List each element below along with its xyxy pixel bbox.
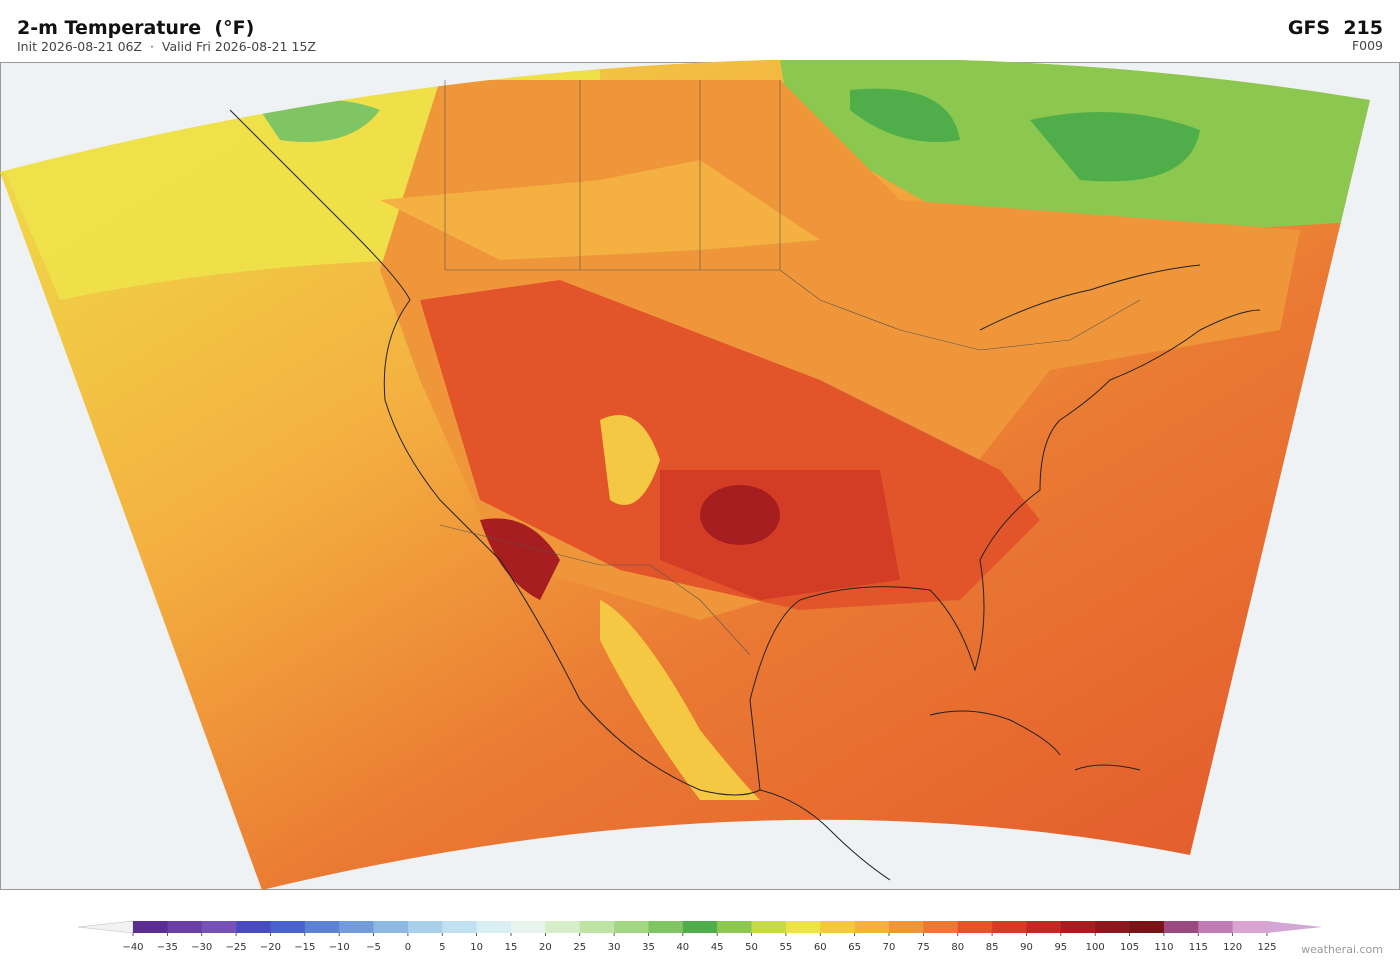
colorbar-tick-label: 10 [470, 942, 483, 953]
colorbar-bin [476, 921, 512, 933]
colorbar-tick-label: 55 [780, 942, 793, 953]
colorbar-bin [1026, 921, 1062, 933]
colorbar-tick-label: 90 [1020, 942, 1033, 953]
colorbar-bin [614, 921, 649, 933]
colorbar-bin [992, 921, 1027, 933]
colorbar: −40 −35 −30 −25 −20 −15 −10 −5 0 5 10 15 20 25 30 35 40 4… [77, 920, 1322, 953]
colorbar-bin [579, 921, 615, 933]
colorbar-bin [820, 921, 855, 933]
colorbar-tick-label: 120 [1223, 942, 1242, 953]
colorbar-bin [785, 921, 821, 933]
colorbar-bin [304, 921, 340, 933]
colorbar-bin [236, 921, 271, 933]
colorbar-bin [1060, 921, 1096, 933]
colorbar-bin [339, 921, 374, 933]
colorbar-bin [442, 921, 477, 933]
subtitle: Init 2026-08-21 06Z · Valid Fri 2026-08-… [17, 39, 316, 54]
colorbar-bin [1163, 921, 1199, 933]
colorbar-tick-label: 95 [1054, 942, 1067, 953]
colorbar-tick-label: 20 [539, 942, 552, 953]
colorbar-bin [270, 921, 306, 933]
colorbar-tick-label: −5 [366, 942, 381, 953]
colorbar-tick-label: 105 [1120, 942, 1139, 953]
colorbar-tick-label: 35 [642, 942, 655, 953]
temperature-field [0, 60, 1370, 890]
colorbar-bin [648, 921, 684, 933]
colorbar-tick-label: 125 [1257, 942, 1276, 953]
colorbar-bin [751, 921, 787, 933]
colorbar-bin [373, 921, 409, 933]
colorbar-tick-label: 70 [883, 942, 896, 953]
colorbar-bin [717, 921, 752, 933]
colorbar-tick-label: 110 [1154, 942, 1173, 953]
coastlines [229, 109, 1261, 881]
colorbar-bin [682, 921, 718, 933]
colorbar-bin [511, 921, 546, 933]
colorbar-bin [923, 921, 959, 933]
colorbar-over [1267, 921, 1322, 933]
colorbar-tick-label: 65 [848, 942, 861, 953]
colorbar-bin [957, 921, 993, 933]
credit: weatherai.com [1301, 943, 1383, 956]
colorbar-bin [1129, 921, 1165, 933]
colorbar-bin [545, 921, 581, 933]
colorbar-tick-label: 115 [1189, 942, 1208, 953]
map-panel [0, 60, 1400, 890]
colorbar-bin [889, 921, 924, 933]
colorbar-tick-label: −35 [157, 942, 178, 953]
colorbar-tick-label: 50 [745, 942, 758, 953]
colorbar-tick-label: 30 [608, 942, 621, 953]
colorbar-bin [1232, 921, 1268, 933]
colorbar-tick-label: −15 [294, 942, 315, 953]
colorbar-bin [167, 921, 203, 933]
colorbar-bin [201, 921, 237, 933]
colorbar-tick-label: −10 [329, 942, 350, 953]
colorbar-tick-label: 45 [711, 942, 724, 953]
colorbar-tick-label: 85 [986, 942, 999, 953]
colorbar-tick-label: −30 [191, 942, 212, 953]
colorbar-tick-label: 0 [405, 942, 411, 953]
colorbar-tick-label: 60 [814, 942, 827, 953]
colorbar-bin [133, 921, 168, 933]
colorbar-bin [1095, 921, 1130, 933]
colorbar-tick-label: 75 [917, 942, 930, 953]
colorbar-tick-label: 40 [676, 942, 689, 953]
colorbar-tick-label: 100 [1086, 942, 1105, 953]
colorbar-bin [1198, 921, 1233, 933]
borders [439, 80, 1141, 656]
colorbar-tick-label: 15 [505, 942, 518, 953]
title: 2-m Temperature (°F) [17, 17, 254, 39]
colorbar-tick-label: −40 [122, 942, 143, 953]
colorbar-tick-label: −25 [226, 942, 247, 953]
colorbar-tick-label: 25 [573, 942, 586, 953]
colorbar-bin [407, 921, 443, 933]
colorbar-bin [854, 921, 890, 933]
model-label: GFS 215 [1288, 17, 1383, 39]
colorbar-tick-label: 5 [439, 942, 445, 953]
colorbar-under [77, 920, 134, 934]
colorbar-tick-label: 80 [951, 942, 964, 953]
forecast-hour: F009 [1352, 38, 1383, 53]
colorbar-tick-label: −20 [260, 942, 281, 953]
